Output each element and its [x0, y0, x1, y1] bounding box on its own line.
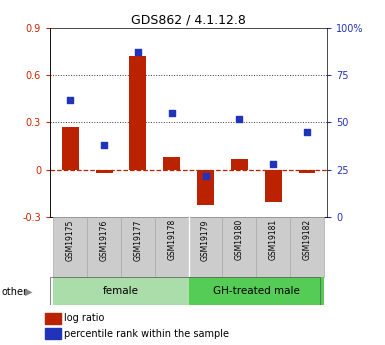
- Text: GSM19175: GSM19175: [66, 219, 75, 260]
- Point: [203, 173, 209, 178]
- Point: [101, 142, 107, 148]
- Bar: [189, 217, 223, 278]
- Bar: [290, 217, 324, 278]
- Text: GSM19182: GSM19182: [303, 219, 311, 260]
- Title: GDS862 / 4.1.12.8: GDS862 / 4.1.12.8: [131, 13, 246, 27]
- Text: GSM19181: GSM19181: [269, 219, 278, 260]
- Bar: [189, 277, 324, 305]
- Text: female: female: [103, 286, 139, 296]
- Bar: [45, 313, 60, 324]
- Text: GSM19177: GSM19177: [134, 219, 142, 260]
- Text: GSM19179: GSM19179: [201, 219, 210, 260]
- Bar: [54, 277, 189, 305]
- Bar: [197, 170, 214, 205]
- Text: GSM19176: GSM19176: [100, 219, 109, 260]
- Bar: [265, 170, 281, 201]
- Text: ▶: ▶: [25, 287, 33, 296]
- Bar: [223, 217, 256, 278]
- Bar: [155, 217, 189, 278]
- Point: [236, 116, 243, 121]
- Point: [67, 97, 74, 102]
- Bar: [54, 217, 87, 278]
- Text: GH-treated male: GH-treated male: [213, 286, 300, 296]
- Point: [304, 129, 310, 135]
- Bar: [96, 170, 112, 173]
- Bar: [129, 56, 146, 170]
- Point: [135, 49, 141, 55]
- Bar: [45, 328, 60, 339]
- Bar: [87, 217, 121, 278]
- Bar: [298, 170, 315, 173]
- Bar: [163, 157, 180, 170]
- Bar: [121, 217, 155, 278]
- Point: [169, 110, 175, 116]
- Bar: [256, 217, 290, 278]
- Text: percentile rank within the sample: percentile rank within the sample: [64, 329, 229, 339]
- Bar: [62, 127, 79, 170]
- Text: log ratio: log ratio: [64, 313, 104, 323]
- Point: [270, 161, 276, 167]
- Text: other: other: [2, 287, 28, 296]
- Text: GSM19180: GSM19180: [235, 219, 244, 260]
- Text: GSM19178: GSM19178: [167, 219, 176, 260]
- Bar: [231, 159, 248, 170]
